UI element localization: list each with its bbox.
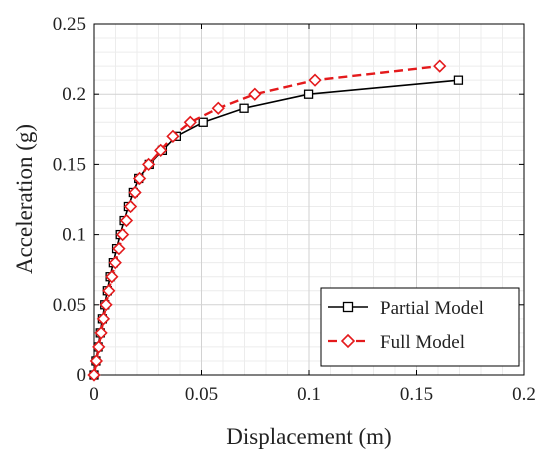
data-point-full-model	[183, 115, 197, 129]
y-tick-label: 0.15	[53, 154, 86, 175]
data-point-full-model	[248, 87, 262, 101]
data-point-full-model	[105, 270, 119, 284]
x-tick-label: 0	[89, 384, 99, 405]
axis-ticks	[93, 23, 525, 376]
data-point-full-model	[89, 354, 103, 368]
data-point-full-model	[123, 199, 138, 214]
x-tick-label: 0.15	[400, 384, 433, 405]
y-tick-label: 0	[77, 365, 87, 386]
data-point-partial-model	[198, 117, 208, 127]
data-point-full-model	[141, 157, 156, 172]
data-point-full-model	[154, 143, 168, 157]
data-point-full-model	[433, 59, 447, 73]
y-axis-title: Acceleration (g)	[12, 124, 37, 274]
data-point-full-model	[128, 185, 142, 200]
data-point-full-model	[132, 171, 147, 186]
data-point-full-model	[108, 256, 122, 270]
data-point-full-model	[211, 101, 225, 115]
data-point-full-model	[99, 298, 113, 312]
data-point-full-model	[119, 213, 134, 228]
legend-label-full: Full Model	[380, 332, 465, 353]
y-tick-label: 0.05	[53, 295, 86, 316]
y-tick-label: 0.1	[62, 225, 86, 246]
data-point-full-model	[96, 312, 111, 326]
data-point-full-model	[87, 368, 101, 382]
x-tick-label: 0.1	[297, 384, 321, 405]
data-point-full-model	[94, 326, 108, 340]
y-tick-labels: 0 0.05 0.1 0.15 0.2 0.25	[53, 14, 86, 386]
data-point-full-model	[112, 242, 126, 256]
y-tick-label: 0.2	[62, 84, 86, 105]
data-point-partial-model	[453, 75, 464, 85]
data-point-full-model	[308, 73, 322, 87]
data-point-full-model	[102, 284, 116, 298]
x-tick-label: 0.05	[185, 384, 218, 405]
legend-marker-full	[340, 333, 356, 349]
data-point-full-model	[166, 129, 180, 143]
data-point-full-model	[92, 340, 106, 354]
x-tick-labels: 0 0.05 0.1 0.15 0.2	[89, 384, 536, 405]
data-point-full-model	[115, 227, 130, 242]
y-tick-label: 0.25	[53, 14, 86, 35]
data-point-partial-model	[239, 103, 249, 113]
legend-box	[320, 287, 520, 367]
x-axis-title: Displacement (m)	[226, 424, 391, 449]
legend: Partial Model Full Model	[320, 287, 520, 367]
legend-label-partial: Partial Model	[380, 298, 484, 319]
legend-marker-partial	[342, 301, 354, 313]
series-layer	[87, 59, 464, 382]
data-point-partial-model	[303, 89, 314, 99]
x-tick-label: 0.2	[512, 384, 536, 405]
